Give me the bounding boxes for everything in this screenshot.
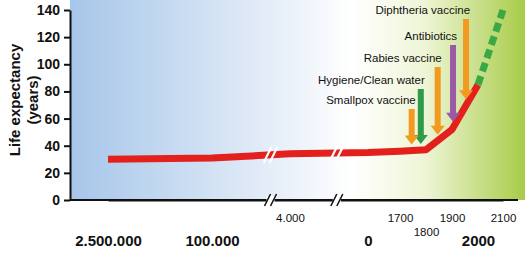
annotation-label: Hygiene/Clean water [318,74,425,86]
x-tick: 1700 [388,200,414,224]
y-tick-mark [64,145,70,147]
y-tick-mark [64,200,70,202]
x-tick-label: 1700 [388,212,414,224]
annotation-label: Diphtheria vaccine [375,4,470,16]
y-tick-label: 100 [37,56,61,72]
y-tick-label: 80 [44,83,60,99]
x-tick: 4.000 [276,200,305,224]
x-tick: 1800 [414,200,440,238]
annotation-label: Antibiotics [405,30,458,42]
x-tick: 2100 [491,200,517,224]
y-axis-domain [70,11,72,201]
plot-background [70,0,525,200]
projection-line [478,10,503,85]
y-tick: 40 [44,138,70,154]
y-tick-mark [64,172,70,174]
x-tick: 0 [364,200,372,249]
y-tick-mark [64,10,70,12]
x-tick: 100.000 [185,200,239,249]
y-tick-label: 0 [52,192,60,208]
x-axis-line [70,199,518,201]
x-tick: 2.500.000 [75,200,142,249]
y-tick: 120 [37,29,70,45]
x-tick-label: 0 [364,232,372,249]
y-tick-label: 20 [44,165,60,181]
axis-break-mark [331,194,337,206]
plot-lines [108,10,503,159]
y-tick-label: 60 [44,111,60,127]
y-tick: 80 [44,83,70,99]
y-tick-mark [64,64,70,66]
x-tick: 2000 [462,200,495,249]
x-tick-label: 4.000 [276,212,305,224]
annotation-label: Rabies vaccine [364,52,442,64]
y-tick-label: 140 [37,2,61,18]
y-axis: 0 20 40 60 80 100 120 140 [37,2,71,208]
annotation-label: Smallpox vaccine [326,94,415,106]
annotation-arrow [431,67,445,135]
y-tick: 0 [52,192,70,208]
y-tick-label: 120 [37,29,61,45]
x-tick-label: 2100 [491,212,517,224]
x-tick-label: 2000 [462,232,495,249]
axis-break-mark [271,194,277,206]
axis-breaks [264,145,344,206]
x-tick-label: 100.000 [185,232,239,249]
chart-svg: 0 20 40 60 80 100 120 140 2.500.000 100.000 4.000 0… [0,0,529,260]
annotation-arrow [405,109,419,145]
annotations: Diphtheria vaccine Antibiotics Rabies vacc… [318,4,473,145]
axis-break-mark [265,194,271,206]
y-axis-title: (years) [24,75,41,124]
axis-break-mark [337,194,343,206]
x-axis: 2.500.000 100.000 4.000 0 170018001900 2000 21… [75,200,516,249]
x-tick-label: 1800 [414,226,440,238]
annotation-arrow [446,45,460,122]
line-break-mark [336,145,344,161]
y-tick: 60 [44,111,70,127]
y-axis-title: Life expectancy [6,43,23,156]
x-axis-domain [109,200,504,202]
y-tick: 20 [44,165,70,181]
y-tick: 140 [37,2,70,18]
y-tick-mark [64,37,70,39]
x-tick-label: 1900 [440,212,466,224]
x-tick: 1900 [440,200,466,224]
history-line [108,85,478,160]
annotation-arrow [459,19,473,99]
x-tick-label: 2.500.000 [75,232,142,249]
y-tick-mark [64,118,70,120]
y-tick: 100 [37,56,70,72]
y-tick-label: 40 [44,138,60,154]
chart-container: 0 20 40 60 80 100 120 140 2.500.000 100.000 4.000 0… [0,0,529,260]
y-tick-mark [64,91,70,93]
line-break-mark [270,147,278,163]
